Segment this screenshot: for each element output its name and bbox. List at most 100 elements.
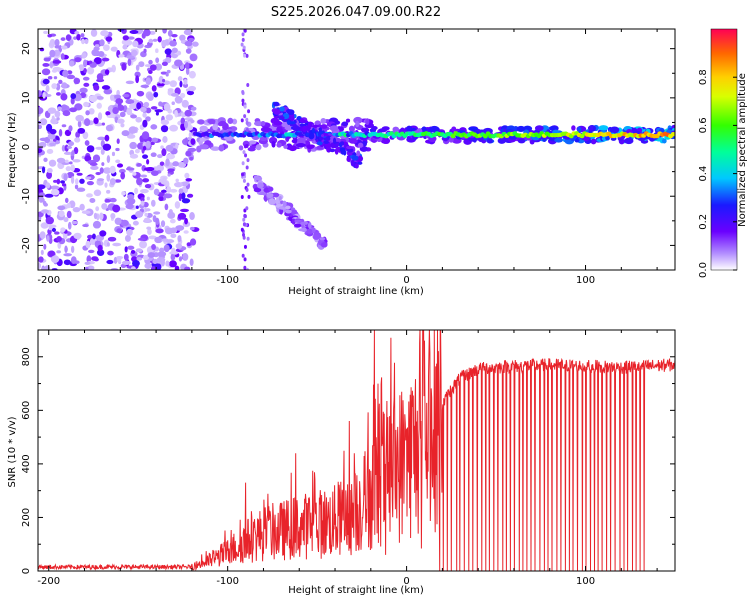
spectrogram-blob: [346, 145, 353, 150]
spectrogram-blob: [165, 260, 170, 267]
spectrogram-blob: [246, 158, 250, 163]
spectrogram-blob: [74, 184, 79, 190]
spectrogram-blob: [150, 141, 155, 146]
spectrogram-blob: [119, 111, 126, 118]
spectrogram-blob: [661, 138, 667, 144]
spectrogram-blob: [42, 62, 50, 67]
x-tick-label: -100: [216, 576, 239, 587]
spectrogram-blob: [109, 197, 117, 203]
spectrogram-blob: [151, 243, 156, 251]
spectrogram-blob: [273, 120, 283, 126]
spectrogram-blob: [97, 112, 103, 121]
spectrogram-blob: [129, 153, 139, 159]
spectrogram-blob: [90, 165, 99, 170]
spectrogram-blob: [43, 57, 51, 62]
spectrogram-blob: [76, 172, 83, 176]
spectrogram-blob: [83, 68, 87, 74]
spectrogram-blob: [320, 118, 327, 125]
spectrogram-blob: [102, 143, 112, 151]
spectrogram-blob: [114, 94, 122, 100]
spectrogram-blob: [348, 125, 355, 132]
spectrogram-blob: [61, 124, 67, 128]
spectrogram-blob: [50, 189, 60, 196]
spectrogram-blob: [97, 178, 105, 182]
spectrogram-blob: [255, 144, 262, 151]
spectrogram-blob: [135, 248, 143, 253]
spectrogram-blob: [169, 218, 176, 224]
spectrogram-blob: [69, 60, 75, 67]
spectrogram-blob: [276, 126, 283, 133]
spectrogram-blob: [162, 135, 168, 143]
spectrogram-blob: [153, 211, 161, 215]
spectrogram-blob: [77, 127, 86, 134]
spectrogram-blob: [154, 109, 164, 113]
y-tick-label: 20: [21, 42, 32, 55]
spectrogram-blob: [84, 155, 92, 162]
spectrogram-blob: [55, 92, 61, 96]
spectrogram-blob: [95, 96, 104, 100]
spectrogram-blob: [54, 38, 60, 47]
spectrogram-blob: [148, 235, 157, 240]
spectrogram-blob: [243, 257, 247, 262]
spectrogram-blob: [99, 230, 107, 237]
spectrogram-blob: [70, 245, 75, 254]
spectrogram-blob: [40, 209, 50, 214]
spectrogram-blob: [286, 109, 292, 114]
spectrogram-blob: [184, 172, 190, 179]
spectrogram-blob: [242, 222, 246, 227]
spectrogram-blob: [153, 91, 159, 98]
spectrogram-blob: [49, 39, 56, 47]
spectrogram-blob: [111, 151, 116, 157]
spectrogram-blob: [106, 242, 110, 247]
spectrogram-blob: [116, 255, 124, 260]
spectrogram-blob: [42, 78, 50, 85]
spectrogram-blob: [121, 191, 126, 196]
spectrogram-blob: [101, 85, 111, 90]
spectrogram-blob: [58, 129, 63, 137]
spectrogram-blob: [162, 29, 167, 34]
spectrogram-blob: [38, 107, 44, 115]
spectrogram-blob: [320, 124, 328, 129]
spectrogram-blob: [60, 53, 65, 60]
spectrogram-blob: [180, 208, 190, 213]
spectrogram-blob: [155, 111, 159, 116]
spectrogram-blob: [341, 121, 349, 127]
spectrogram-blob: [165, 158, 170, 167]
spectrogram-blob: [187, 121, 192, 129]
spectrogram-blob: [73, 77, 81, 85]
spectrogram-blob: [85, 240, 91, 249]
spectrogram-blob: [245, 117, 249, 122]
spectrogram-blob: [88, 60, 93, 64]
x-tick-label: 0: [403, 576, 409, 587]
spectrogram-blob: [40, 222, 49, 229]
spectrogram-blob: [135, 205, 139, 210]
spectrogram-blob: [353, 116, 363, 124]
spectrogram-blob: [70, 256, 77, 264]
spectrogram-blob: [177, 76, 183, 82]
spectrogram-blob: [127, 245, 135, 250]
spectrogram-blob: [429, 125, 440, 133]
spectrogram-blob: [38, 148, 43, 154]
spectrogram-blob: [50, 185, 60, 190]
spectrogram-blob: [61, 144, 66, 152]
spectrogram-blob: [135, 64, 140, 71]
spectrogram-blob: [340, 141, 345, 146]
spectrogram-blob: [61, 104, 68, 110]
spectrogram-blob: [348, 138, 358, 144]
spectrogram-blob: [122, 93, 130, 98]
y-tick-label: 0: [21, 568, 32, 574]
spectrogram-blob: [130, 250, 136, 254]
spectrogram-blob: [354, 163, 359, 169]
spectrogram-blob: [183, 157, 189, 165]
spectrogram-blob: [115, 159, 121, 164]
spectrogram-blob: [93, 212, 98, 220]
spectrogram-blob: [167, 88, 174, 92]
spectrogram-blob: [110, 46, 118, 52]
spectrogram-blob: [116, 228, 122, 234]
spectrogram-blob: [91, 49, 100, 57]
spectrogram-blob: [247, 146, 256, 152]
spectrogram-blob: [70, 164, 75, 172]
spectrogram-blob: [312, 234, 320, 240]
spectrogram-blob: [64, 197, 69, 204]
